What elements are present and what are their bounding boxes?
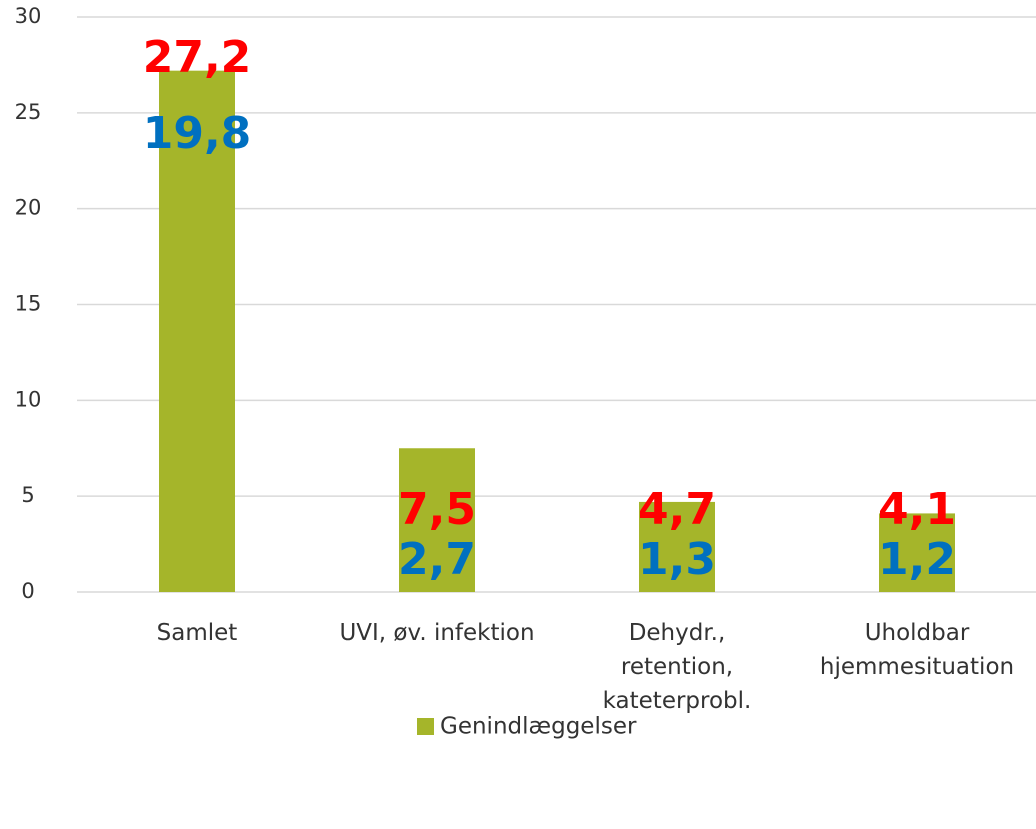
annotation: 19,8: [143, 108, 252, 159]
x-tick-label: Uholdbar hjemmesituation: [819, 620, 1015, 680]
y-tick-label: 5: [21, 483, 34, 507]
x-tick-label: Dehydr., retention, kateterprobl.: [602, 620, 752, 714]
x-tick-label: UVI, øv. infektion: [339, 620, 535, 646]
annotation: 1,3: [638, 534, 716, 585]
y-tick-label: 0: [21, 579, 34, 603]
value-label: 27,2: [143, 32, 252, 83]
legend-label: Genindlæggelser: [440, 714, 637, 740]
value-label: 4,1: [878, 484, 956, 535]
annotation: 2,7: [398, 534, 476, 585]
y-tick-label: 10: [15, 387, 42, 411]
x-tick-label: Samlet: [156, 620, 238, 646]
legend-swatch: [417, 718, 434, 735]
bar: [159, 70, 235, 592]
bar: [879, 513, 955, 592]
y-tick-label: 20: [15, 196, 42, 220]
y-tick-label: 15: [15, 292, 42, 316]
annotation: 1,2: [878, 534, 956, 585]
bar: [639, 501, 715, 592]
y-tick-label: 25: [15, 100, 42, 124]
bar: [399, 448, 475, 592]
value-label: 4,7: [638, 484, 716, 535]
value-label: 7,5: [398, 484, 476, 535]
y-tick-label: 30: [15, 4, 42, 28]
